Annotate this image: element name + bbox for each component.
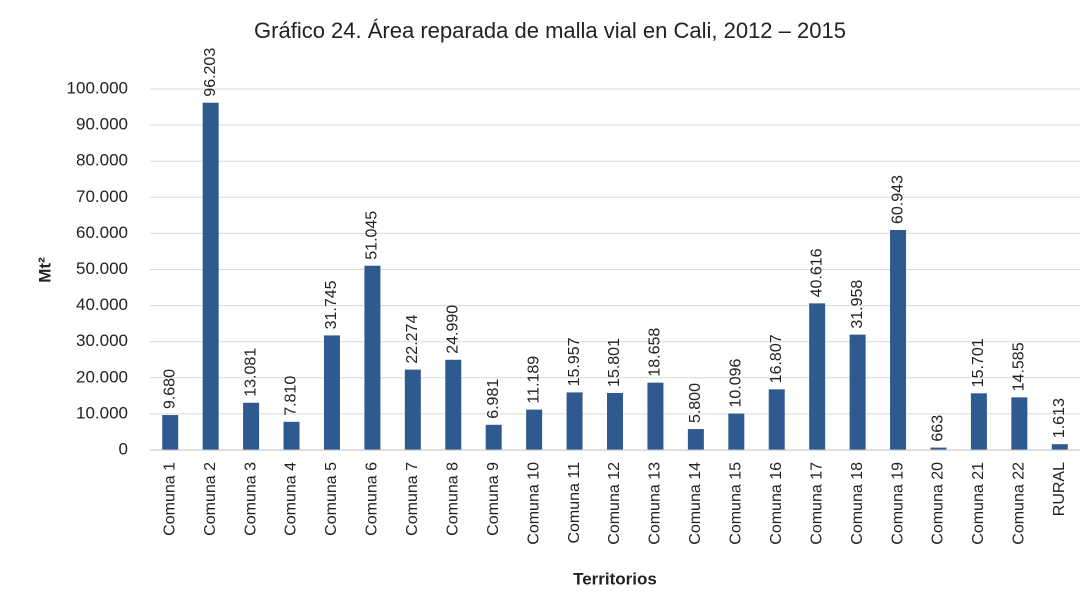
y-tick-label: 100.000	[67, 78, 128, 97]
value-label: 18.658	[647, 328, 664, 377]
bar	[607, 392, 623, 450]
y-tick-label: 40.000	[76, 295, 128, 314]
bar	[1011, 397, 1028, 450]
y-axis-label: Mt²	[35, 257, 54, 283]
y-tick-label: 50.000	[76, 259, 128, 278]
value-label: 15.957	[566, 337, 583, 386]
y-tick-label: 60.000	[76, 223, 128, 242]
bar	[687, 429, 704, 450]
value-label: 7.810	[283, 376, 300, 416]
bar	[849, 334, 866, 450]
y-tick-label: 10.000	[76, 403, 128, 422]
x-tick-label: Comuna 5	[323, 462, 340, 536]
value-label: 16.807	[768, 334, 785, 383]
bar	[202, 102, 219, 451]
y-tick-label: 20.000	[76, 367, 128, 386]
x-tick-label: Comuna 17	[808, 462, 825, 545]
x-tick-label: Comuna 6	[364, 462, 381, 536]
bar	[323, 335, 340, 450]
y-tick-label: 30.000	[76, 331, 128, 350]
x-tick-label: Comuna 10	[525, 462, 542, 545]
x-tick-label: Comuna 16	[768, 462, 785, 545]
x-tick-label: Comuna 1	[161, 462, 178, 536]
value-label: 31.745	[323, 280, 340, 329]
x-tick-label: Comuna 7	[404, 462, 421, 536]
value-label: 14.585	[1011, 342, 1028, 391]
x-tick-label: Comuna 3	[242, 462, 259, 536]
x-tick-label: Comuna 21	[970, 462, 987, 545]
x-tick-label: Comuna 4	[283, 462, 300, 536]
bar	[647, 382, 664, 450]
bar	[728, 413, 745, 450]
value-label: 22.274	[404, 315, 421, 364]
bar	[768, 389, 785, 450]
value-label: 15.801	[606, 338, 623, 387]
value-label: 1.613	[1051, 398, 1068, 438]
x-axis-label: Territorios	[573, 569, 657, 588]
y-tick-label: 70.000	[76, 187, 128, 206]
value-label: 9.680	[161, 369, 178, 409]
bar	[809, 303, 826, 450]
x-tick-label: Comuna 19	[889, 462, 906, 545]
bar	[970, 393, 987, 450]
bar	[485, 424, 502, 450]
bar	[890, 229, 907, 450]
value-label: 24.990	[444, 305, 461, 354]
x-tick-label: Comuna 13	[647, 462, 664, 545]
bar	[1051, 444, 1068, 450]
bar	[930, 447, 947, 450]
x-tick-label: Comuna 11	[566, 462, 583, 544]
chart-title: Gráfico 24. Área reparada de malla vial …	[254, 18, 846, 43]
bar	[526, 409, 543, 450]
value-label: 40.616	[808, 248, 825, 297]
value-label: 663	[930, 415, 947, 442]
x-tick-label: Comuna 22	[1011, 462, 1028, 545]
bar	[445, 359, 462, 450]
value-label: 6.981	[485, 379, 502, 419]
value-label: 51.045	[364, 211, 381, 260]
bar	[364, 265, 381, 450]
x-tick-label: Comuna 15	[728, 462, 745, 545]
bar	[162, 415, 179, 450]
y-tick-label: 90.000	[76, 115, 128, 134]
bar	[283, 421, 300, 450]
value-label: 15.701	[970, 338, 987, 387]
bar	[404, 369, 421, 450]
x-tick-label: Comuna 18	[849, 462, 866, 545]
value-label: 13.081	[242, 348, 259, 397]
x-tick-label: Comuna 14	[687, 462, 704, 545]
x-tick-label: RURAL	[1051, 462, 1068, 516]
value-label: 11.189	[525, 356, 542, 404]
x-tick-label: Comuna 20	[930, 462, 947, 545]
bar	[566, 392, 583, 450]
bar	[243, 402, 260, 450]
value-label: 31.958	[849, 280, 866, 329]
value-label: 10.096	[728, 359, 745, 408]
value-label: 96.203	[202, 48, 219, 97]
value-label: 5.800	[687, 383, 704, 423]
y-tick-label: 0	[119, 439, 128, 458]
x-tick-label: Comuna 9	[485, 462, 502, 536]
x-tick-label: Comuna 8	[444, 462, 461, 536]
y-tick-label: 80.000	[76, 151, 128, 170]
value-label: 60.943	[889, 175, 906, 224]
x-tick-label: Comuna 12	[606, 462, 623, 545]
x-tick-label: Comuna 2	[202, 462, 219, 536]
